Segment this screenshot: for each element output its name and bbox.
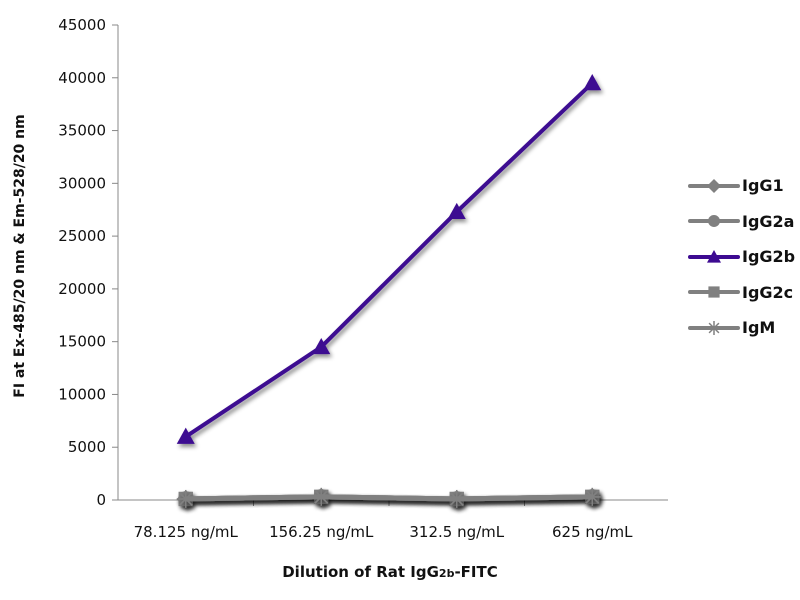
star-marker xyxy=(447,489,466,508)
series-IgG2b xyxy=(176,74,602,444)
triangle-marker xyxy=(447,202,466,220)
legend-swatch xyxy=(688,249,740,263)
y-tick-label: 0 xyxy=(96,491,106,509)
legend-item: IgG2b xyxy=(688,239,795,275)
y-tick-label: 45000 xyxy=(58,16,106,34)
square-marker xyxy=(708,286,720,298)
triangle-marker xyxy=(707,249,721,263)
circle-marker xyxy=(708,215,720,228)
legend-label: IgG2b xyxy=(742,247,796,267)
y-tick-label: 5000 xyxy=(68,438,106,456)
legend-item: IgG1 xyxy=(688,168,795,204)
x-tick-label: 625 ng/mL xyxy=(552,523,633,541)
x-axis-title: Dilution of Rat IgG2b-FITC xyxy=(200,563,580,581)
x-title-prefix: Dilution of Rat IgG xyxy=(282,563,439,581)
legend: IgG1 IgG2a IgG2b IgG2c IgM xyxy=(688,168,795,346)
legend-label: IgG1 xyxy=(742,176,784,196)
legend-label: IgG2c xyxy=(742,282,794,302)
legend-item: IgG2a xyxy=(688,204,795,240)
y-tick-label: 30000 xyxy=(58,174,106,192)
y-tick-label: 40000 xyxy=(58,69,106,87)
series-line xyxy=(184,81,594,439)
x-tick-label: 78.125 ng/mL xyxy=(134,523,239,541)
star-marker xyxy=(312,487,331,506)
x-tick-label: 156.25 ng/mL xyxy=(269,523,374,541)
legend-swatch xyxy=(688,215,740,228)
legend-swatch xyxy=(688,286,740,298)
y-tick-label: 35000 xyxy=(58,122,106,140)
y-tick-label: 25000 xyxy=(58,227,106,245)
series-line xyxy=(185,494,593,502)
legend-swatch xyxy=(688,320,740,335)
legend-label: IgM xyxy=(742,318,776,338)
triangle-marker xyxy=(312,337,331,355)
legend-item: IgM xyxy=(688,310,795,346)
triangle-marker xyxy=(176,427,195,444)
x-title-suffix: -FITC xyxy=(454,563,498,581)
y-tick-label: 10000 xyxy=(58,385,106,403)
star-marker xyxy=(176,489,195,508)
star-marker xyxy=(583,487,602,506)
series-IgM xyxy=(176,487,602,508)
star-marker xyxy=(707,320,721,335)
x-tick-label: 312.5 ng/mL xyxy=(409,523,504,541)
triangle-marker xyxy=(583,74,602,91)
x-title-sub: 2b xyxy=(438,567,455,580)
y-tick-label: 15000 xyxy=(58,333,106,351)
diamond-marker xyxy=(707,178,721,193)
legend-label: IgG2a xyxy=(742,211,795,231)
y-axis-title: FI at Ex-485/20 nm & Em-528/20 nm xyxy=(12,114,28,398)
y-tick-label: 20000 xyxy=(58,280,106,298)
legend-item: IgG2c xyxy=(688,275,795,311)
legend-swatch xyxy=(688,178,740,193)
